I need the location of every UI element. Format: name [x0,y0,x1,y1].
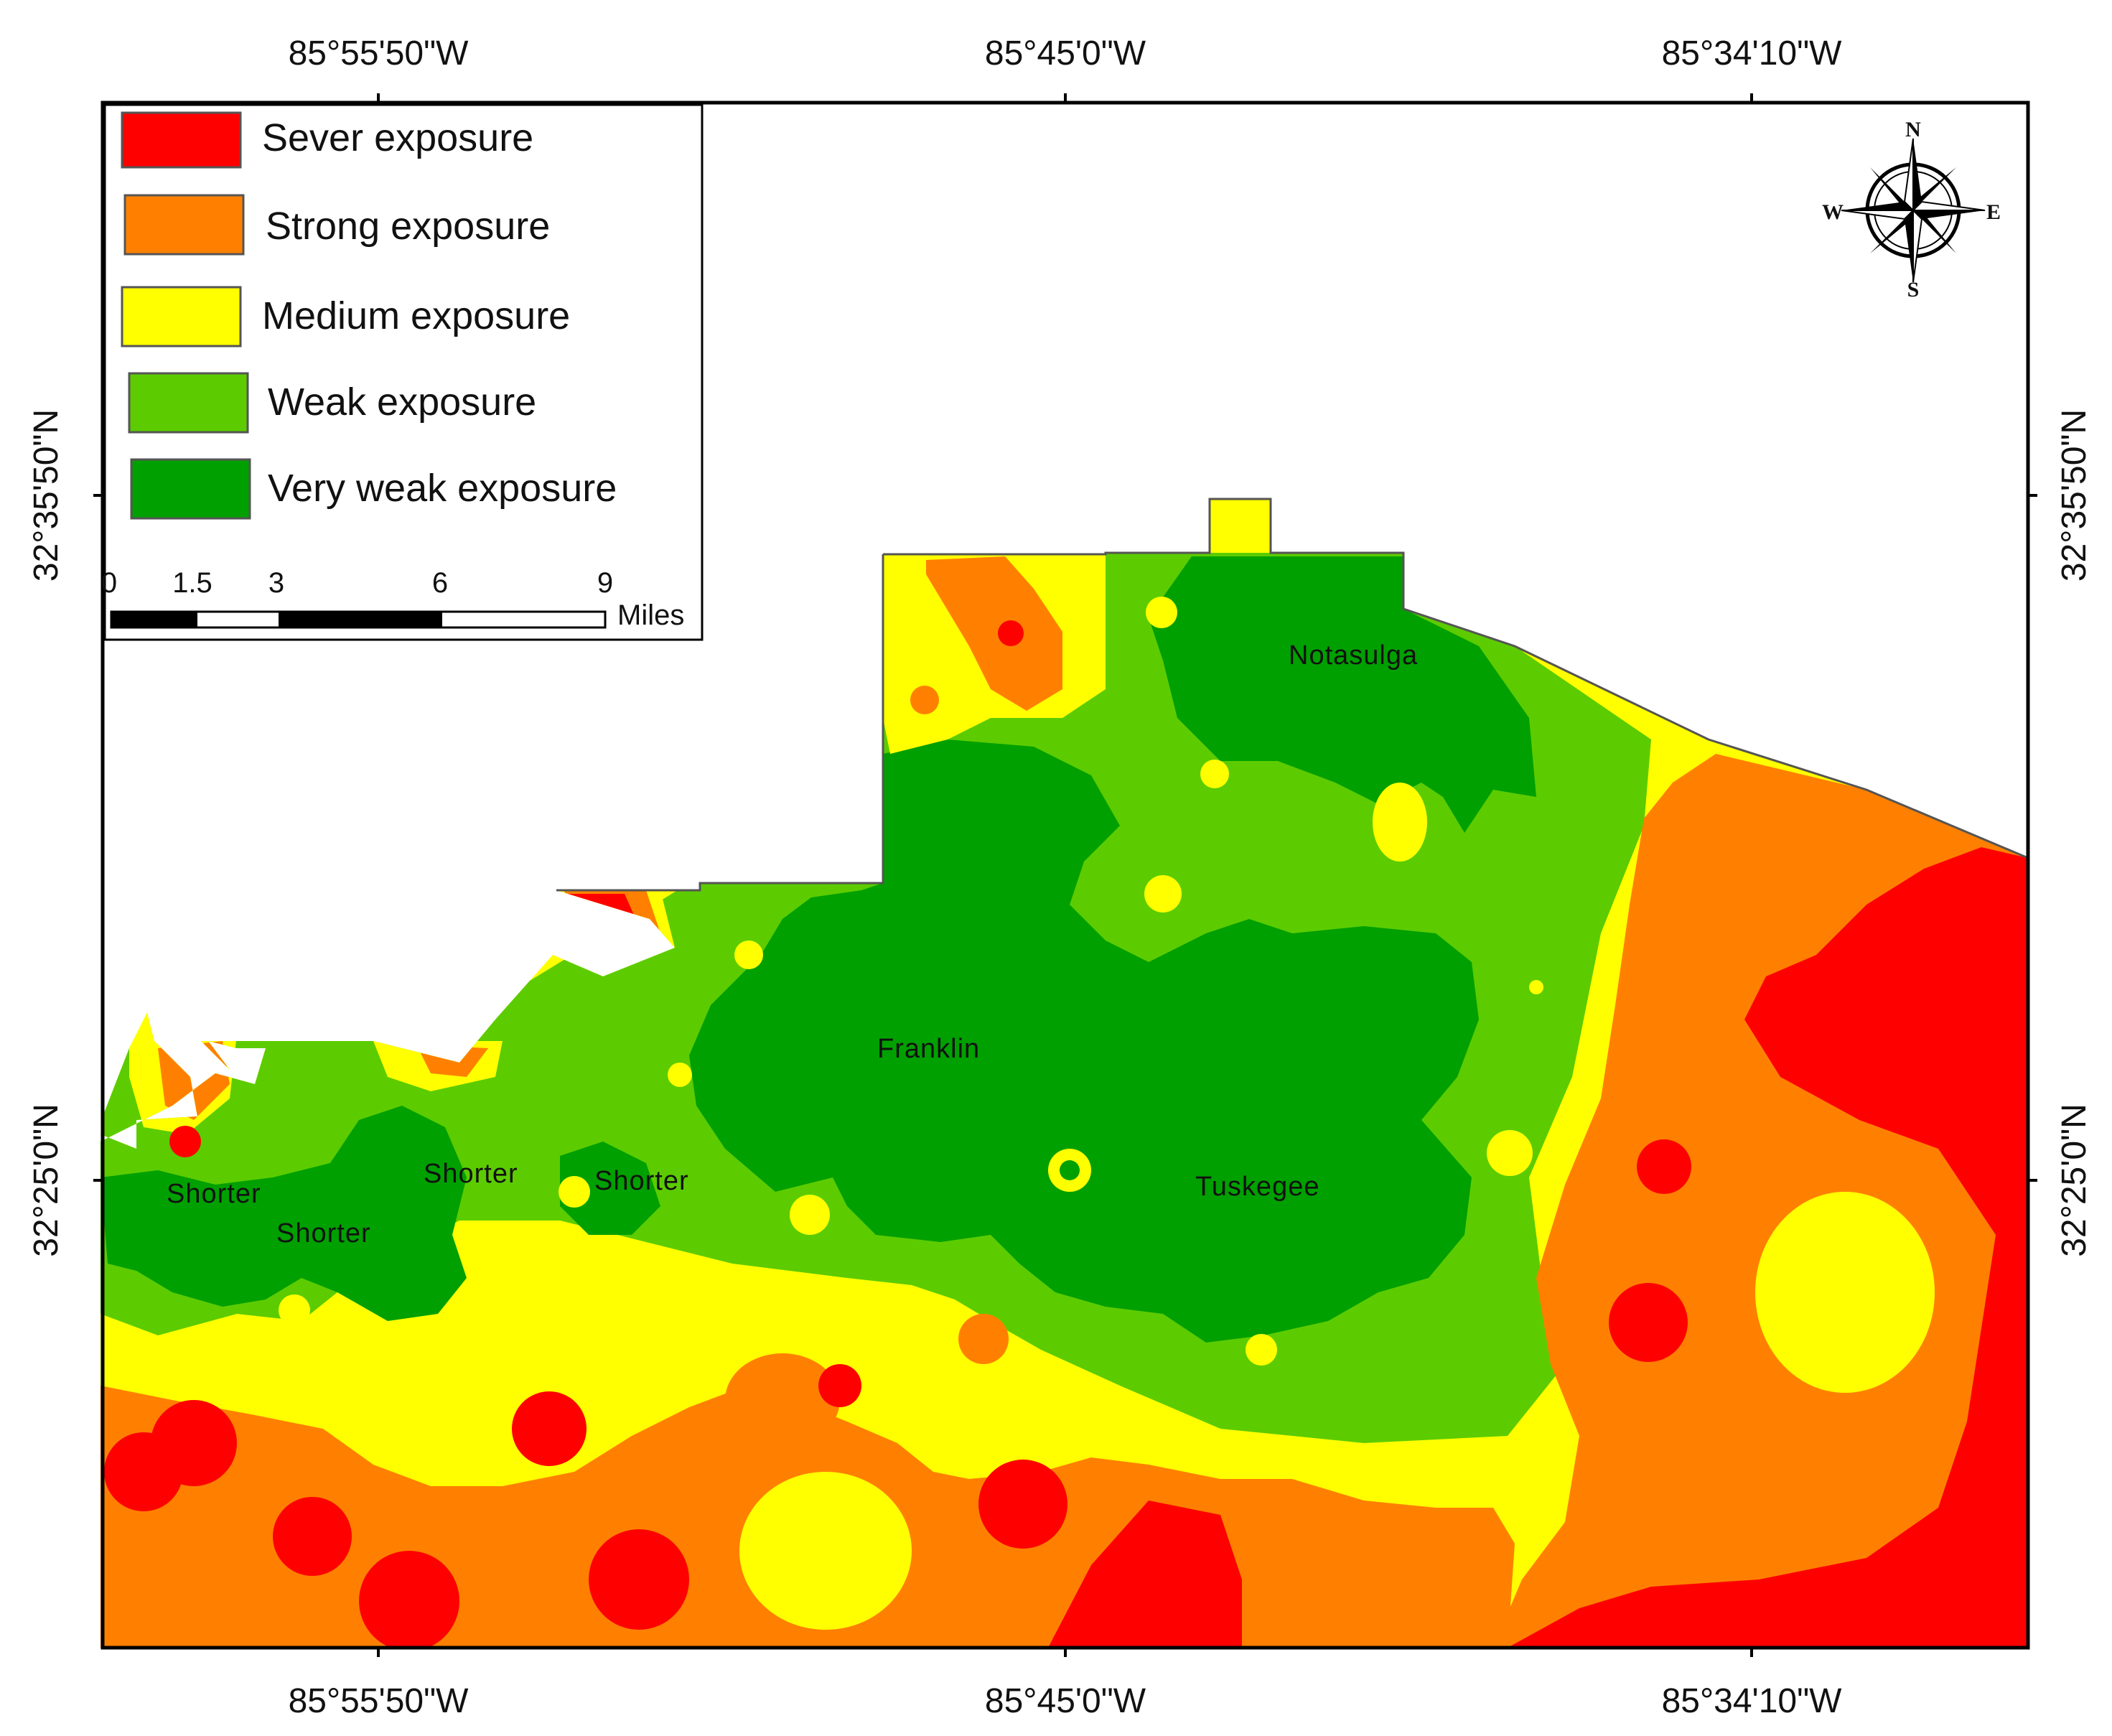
legend: Sever exposure Strong exposure Medium ex… [101,103,704,641]
place-shorter-4: Shorter [594,1166,689,1196]
county-boundary [883,498,2029,859]
coord-top-3: 85°34'10"W [1662,34,1843,73]
place-shorter-3: Shorter [424,1159,518,1189]
legend-label-medium: Medium exposure [262,294,570,337]
coord-bottom-2: 85°45'0"W [985,1682,1146,1720]
coord-top-1: 85°55'50"W [289,34,469,73]
coord-right-2: 32°25'0"N [2055,1103,2093,1257]
frame-ticks [93,93,2037,1657]
coord-left-1: 32°35'50"N [27,409,65,582]
scale-bar-segment-1 [111,612,197,627]
place-shorter-2: Shorter [276,1218,371,1249]
compass-south: S [1907,278,1920,302]
legend-swatch-very-weak [130,458,251,520]
scale-tick-3: 3 [268,567,284,599]
legend-label-very-weak: Very weak exposure [268,467,617,510]
compass-north: N [1905,118,1921,141]
legend-swatch-weak [128,372,249,434]
scale-tick-0: 0 [101,567,117,599]
legend-label-severe: Sever exposure [262,116,533,159]
scale-unit: Miles [617,599,684,631]
scale-tick-6: 6 [432,567,448,599]
compass-east: E [1986,200,2001,224]
county-boundary-west [556,554,884,892]
place-tuskegee: Tuskegee [1195,1172,1319,1202]
legend-label-weak: Weak exposure [268,381,536,424]
legend-label-strong: Strong exposure [266,205,550,248]
scale-bar: 0 1.5 3 6 9 Miles [101,567,684,631]
coord-top-2: 85°45'0"W [985,34,1146,73]
coord-bottom-3: 85°34'10"W [1662,1682,1843,1720]
coord-bottom-1: 85°55'50"W [289,1682,469,1720]
scale-tick-9: 9 [597,567,613,599]
legend-swatch-severe [121,111,242,169]
coord-right-1: 32°35'50"N [2055,409,2093,582]
place-shorter-1: Shorter [167,1179,261,1209]
compass-rose-icon: N S E W [1822,118,2001,302]
compass-west: W [1822,200,1844,224]
scale-tick-1-5: 1.5 [172,567,212,599]
legend-swatch-strong [123,194,245,256]
place-notasulga: Notasulga [1289,640,1418,671]
coord-left-2: 32°25'0"N [27,1103,65,1257]
scale-bar-segment-3 [279,612,442,627]
legend-swatch-medium [121,286,242,347]
place-franklin: Franklin [877,1034,980,1064]
